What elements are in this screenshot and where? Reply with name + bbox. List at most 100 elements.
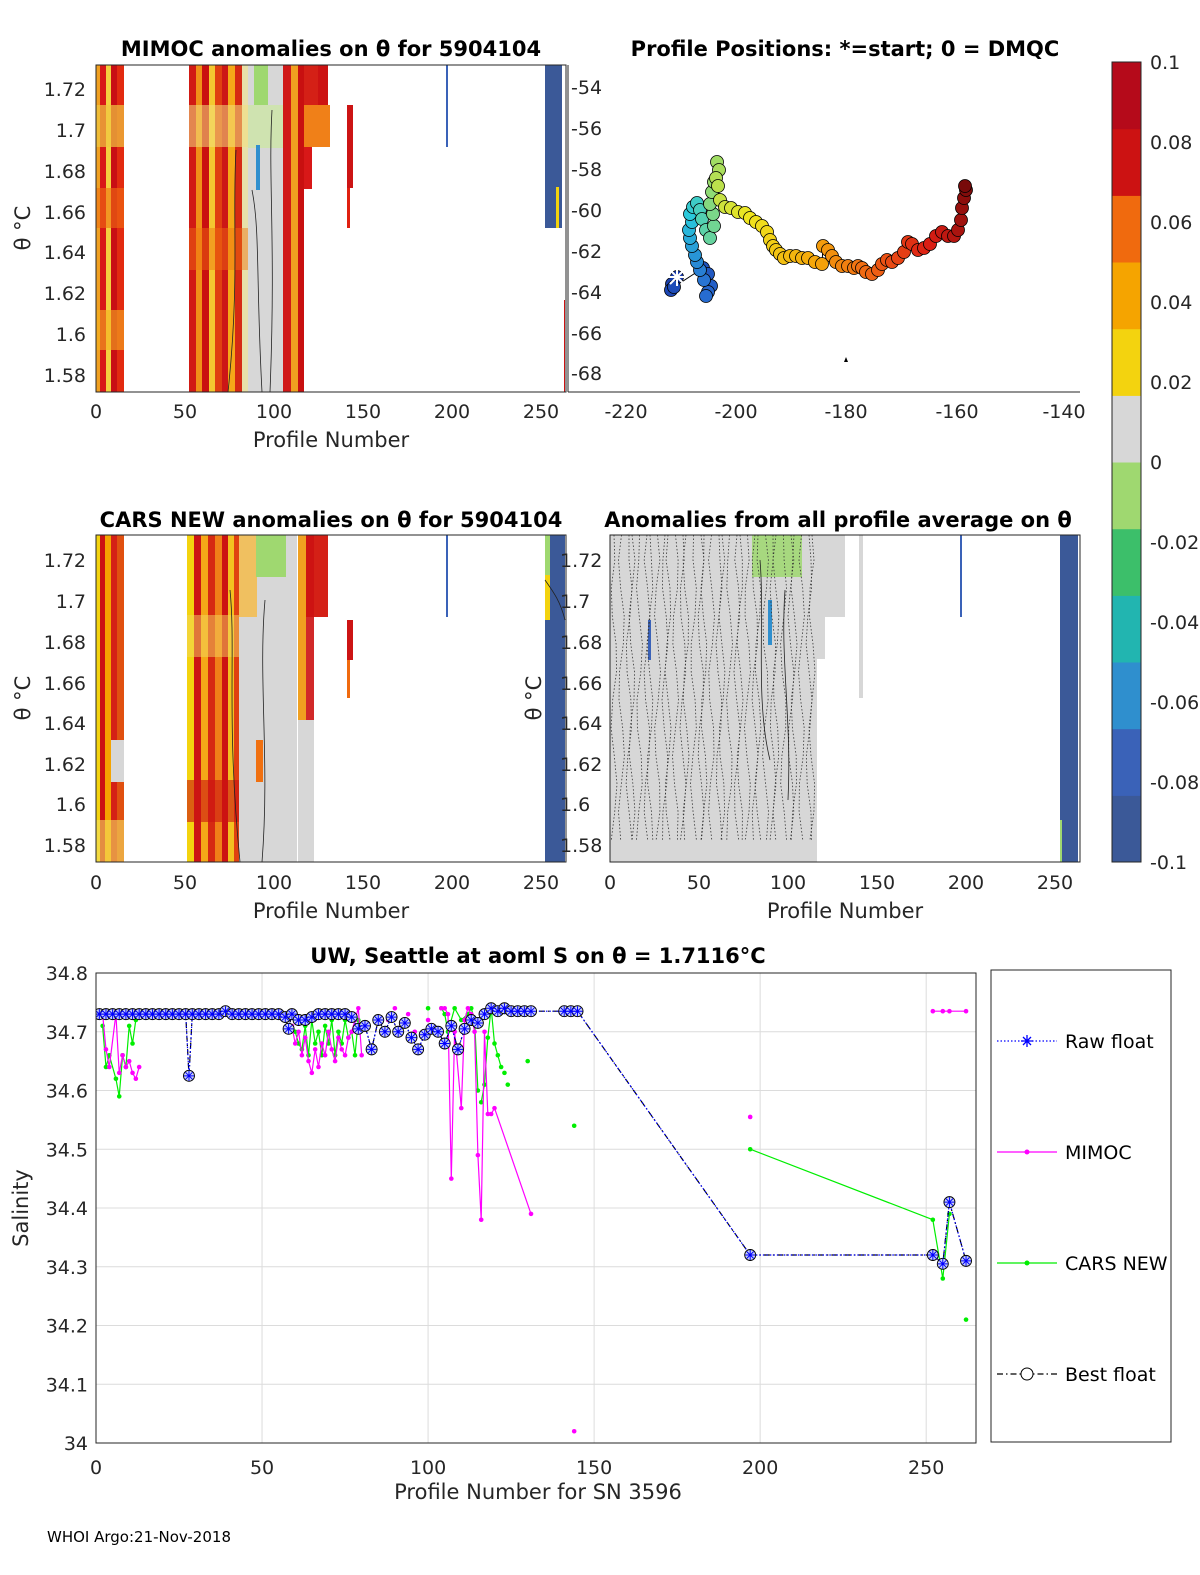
allavg-xtick: 0 <box>604 872 616 894</box>
raw-float-point <box>340 1009 351 1020</box>
cars-new-point <box>103 1064 109 1070</box>
profile-position-marker <box>958 179 972 193</box>
contour-line <box>700 535 708 841</box>
colorbar-tick: -0.02 <box>1150 532 1199 554</box>
colorbar-tick: -0.06 <box>1150 692 1199 714</box>
mimoc-ytick: 1.7 <box>56 120 86 142</box>
colorbar-tick: 0.02 <box>1150 372 1192 394</box>
legend-label: Best float <box>1065 1364 1156 1386</box>
raw-float-point <box>572 1006 583 1017</box>
mimoc-point <box>458 1105 464 1111</box>
mimoc-point <box>302 1035 308 1040</box>
raw-float-point <box>419 1029 430 1040</box>
open-circle-icon <box>1020 1367 1034 1381</box>
raw-float-point <box>479 1009 490 1020</box>
contour-line <box>769 535 777 841</box>
salinity-ytick: 34.3 <box>46 1257 88 1279</box>
raw-float-point <box>313 1009 324 1020</box>
colorbar-segment <box>1112 728 1141 796</box>
mimoc-point <box>123 1064 129 1070</box>
cars-xlabel: Profile Number <box>253 899 410 923</box>
raw-float-point <box>283 1023 294 1034</box>
cars-new-point <box>502 1070 507 1076</box>
cars-new-point <box>113 1076 119 1082</box>
cars-new-point <box>963 1317 969 1322</box>
raw-float-point <box>147 1009 158 1020</box>
cars-new-point <box>322 1023 328 1029</box>
legend-raw-float: Raw float <box>997 1031 1154 1053</box>
raw-float-point <box>160 1009 171 1020</box>
cars-new-point <box>425 1005 431 1011</box>
asterisk-icon <box>1021 1035 1033 1047</box>
allavg-ylabel: θ °C <box>522 676 546 721</box>
raw-float-point <box>320 1009 331 1020</box>
cars-ytick: 1.58 <box>44 835 86 857</box>
contour-line <box>733 535 741 841</box>
mimoc-ytick: 1.64 <box>44 242 86 264</box>
raw-float-point <box>937 1258 948 1269</box>
raw-float-point <box>512 1006 523 1017</box>
cars-new-point <box>747 1146 753 1152</box>
allavg-ytick: 1.62 <box>560 754 602 776</box>
cars-new-point <box>505 1082 511 1087</box>
cars-new-point <box>312 1041 318 1046</box>
mimoc-ylabel: θ °C <box>11 206 35 251</box>
mimoc-point <box>329 1047 335 1052</box>
contour-line <box>808 535 816 841</box>
raw-float-point <box>220 1006 231 1017</box>
mimoc-point <box>442 1005 447 1011</box>
cars-ytick: 1.66 <box>44 673 86 695</box>
raw-float-point <box>100 1009 111 1020</box>
raw-float-point <box>426 1023 437 1034</box>
raw-float-point <box>393 1026 404 1037</box>
cars-xtick: 150 <box>345 872 381 894</box>
salinity-xtick: 100 <box>410 1457 446 1479</box>
legend-best-float: Best float <box>997 1364 1156 1386</box>
mimoc-point <box>116 1070 122 1076</box>
raw-float-point <box>140 1009 151 1020</box>
cars-ytick: 1.64 <box>44 713 86 735</box>
mimoc-point <box>528 1211 534 1217</box>
footer-stamp: WHOI Argo:21-Nov-2018 <box>47 1528 231 1546</box>
positions-y-ticks: -54 -56 -58 -60 -62 -64 -66 -68 <box>571 77 602 385</box>
raw-float-point <box>486 1003 497 1014</box>
cars-xtick: 250 <box>523 872 559 894</box>
float-track <box>664 155 973 303</box>
raw-float-point <box>240 1009 251 1020</box>
allavg-xtick: 150 <box>859 872 895 894</box>
mimoc-point <box>475 1152 481 1158</box>
contour-line <box>708 535 715 841</box>
raw-float-point <box>492 1006 503 1017</box>
contour-line <box>697 535 705 841</box>
contour-line <box>772 535 780 841</box>
raw-float-point <box>506 1006 517 1017</box>
cars-ytick: 1.6 <box>56 794 86 816</box>
positions-ytick: -58 <box>571 159 602 181</box>
legend-cars-new: CARS NEW <box>997 1253 1168 1275</box>
raw-float-point <box>227 1009 238 1020</box>
cars-new-point <box>352 1052 358 1058</box>
cars-new-line <box>103 1008 966 1319</box>
legend: Raw float MIMOC CARS NEW Best float <box>990 969 1172 1443</box>
cars-xtick: 100 <box>256 872 292 894</box>
cars-new-point <box>495 1052 501 1058</box>
cars-new-point <box>468 1005 474 1011</box>
raw-float-point <box>459 1023 470 1034</box>
raw-float-point <box>353 1023 364 1034</box>
contour-line <box>610 535 618 841</box>
colorbar-segment <box>1112 62 1141 130</box>
salinity-xtick: 200 <box>742 1457 778 1479</box>
raw-float-point <box>187 1009 198 1020</box>
colorbar: 0.1 0.08 0.06 0.04 0.02 0 -0.02 -0.04 -0… <box>1111 52 1199 874</box>
raw-float-point <box>386 1012 397 1023</box>
mimoc-title: MIMOC anomalies on θ for 5904104 <box>121 37 541 61</box>
salinity-xtick: 0 <box>90 1457 102 1479</box>
dot-icon <box>1024 1149 1030 1155</box>
cars-ytick: 1.7 <box>56 591 86 613</box>
dot-icon <box>1024 1260 1030 1266</box>
salinity-series <box>96 1002 972 1434</box>
raw-float-point <box>406 1032 417 1043</box>
raw-float-point <box>267 1009 277 1020</box>
mimoc-point <box>103 1047 109 1052</box>
raw-float-point <box>944 1197 955 1208</box>
